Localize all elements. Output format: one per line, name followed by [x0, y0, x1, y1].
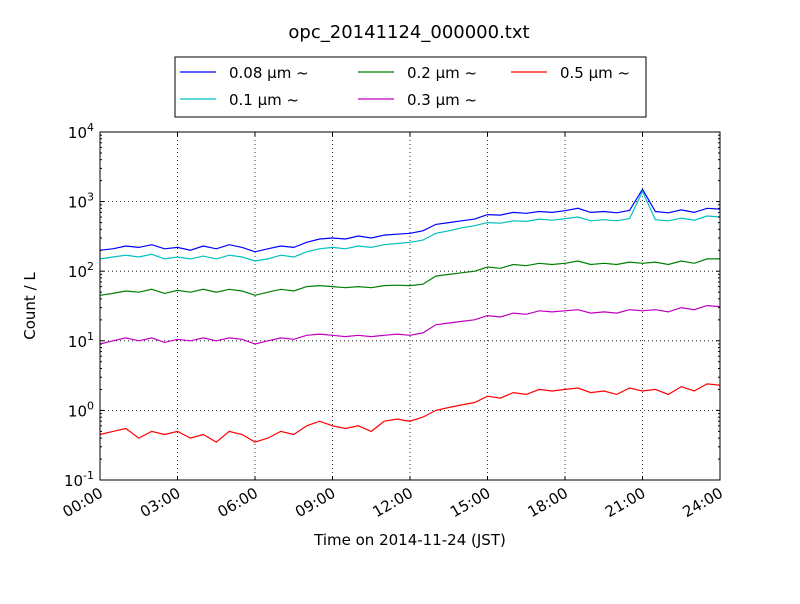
y-tick-label: 102 — [68, 260, 94, 281]
y-axis-label: Count / L — [21, 272, 39, 340]
chart-title: opc_20141124_000000.txt — [288, 22, 529, 43]
legend-entry: 0.1 μm ~ — [180, 91, 299, 109]
legend-entry: 0.3 μm ~ — [358, 91, 477, 109]
y-tick-label: 100 — [68, 399, 94, 420]
y-tick-label: 10-1 — [64, 469, 94, 490]
x-tick-label: 09:00 — [292, 484, 338, 521]
series-line-2 — [99, 258, 720, 296]
legend-entry: 0.08 μm ~ — [180, 64, 309, 82]
legend-entry: 0.5 μm ~ — [511, 64, 630, 82]
y-tick-label: 101 — [68, 330, 94, 351]
legend-label: 0.08 μm ~ — [229, 64, 309, 82]
y-tick-label: 104 — [68, 121, 94, 142]
x-tick-label: 24:00 — [680, 484, 726, 521]
series-group — [99, 188, 721, 443]
x-axis-label: Time on 2014-11-24 (JST) — [313, 531, 506, 549]
series-line-3 — [99, 304, 721, 345]
legend-entry: 0.2 μm ~ — [358, 64, 477, 82]
series-line-1 — [99, 189, 721, 262]
series-line-0 — [99, 188, 721, 253]
legend-label: 0.5 μm ~ — [560, 64, 630, 82]
x-tick-label: 03:00 — [137, 484, 183, 521]
x-tick-label: 21:00 — [602, 484, 648, 521]
legend-label: 0.3 μm ~ — [407, 91, 477, 109]
x-tick-label: 12:00 — [370, 484, 416, 521]
y-tick-label: 103 — [68, 191, 94, 212]
grid — [99, 131, 721, 481]
legend-frame — [174, 56, 647, 118]
legend: 0.08 μm ~ 0.1 μm ~ 0.2 μm ~ 0.3 μm ~ 0.5 μm … — [174, 56, 647, 118]
ticks: 00:00 03:00 06:00 09:00 12:00 15:00 18:00 21:00… — [60, 121, 726, 521]
series-line-4 — [99, 383, 721, 443]
x-tick-label: 15:00 — [447, 484, 493, 521]
legend-label: 0.2 μm ~ — [407, 64, 477, 82]
legend-label: 0.1 μm ~ — [229, 91, 299, 109]
x-tick-label: 06:00 — [215, 484, 261, 521]
x-tick-label: 18:00 — [525, 484, 571, 521]
